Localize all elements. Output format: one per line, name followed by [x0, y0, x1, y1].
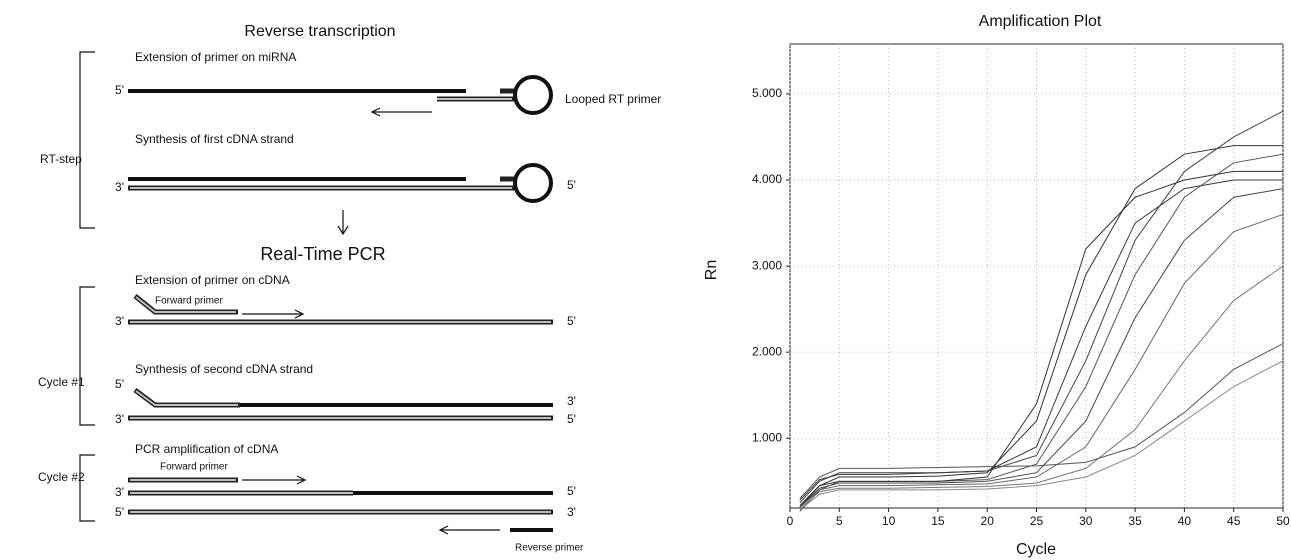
amplification-curve — [799, 265, 1284, 510]
x-tick-label: 20 — [981, 514, 995, 528]
strand — [135, 390, 238, 406]
arrow — [242, 475, 307, 485]
bracket — [79, 454, 95, 522]
amplification-curve — [799, 153, 1284, 512]
y-tick-label: 2.000 — [752, 344, 782, 358]
y-tick-label: 4.000 — [752, 172, 782, 186]
end-label: 3' — [115, 485, 124, 499]
amplification-curve — [799, 213, 1284, 508]
x-tick-label: 0 — [787, 514, 794, 528]
step-caption: Synthesis of second cDNA strand — [135, 362, 313, 376]
y-tick-label: 1.000 — [752, 430, 782, 444]
step-caption: Synthesis of first cDNA strand — [135, 132, 294, 146]
end-label: 3' — [567, 505, 576, 519]
bracket — [79, 51, 95, 229]
x-axis-label: Cycle — [1016, 541, 1056, 558]
end-label: 5' — [567, 484, 576, 498]
x-tick-label: 40 — [1178, 514, 1192, 528]
end-label: 5' — [567, 178, 576, 192]
end-label: 3' — [115, 314, 124, 328]
label: Reverse primer — [515, 543, 584, 554]
end-label: 5' — [115, 377, 124, 391]
x-tick-label: 50 — [1276, 514, 1290, 528]
amplification-curve — [799, 145, 1283, 508]
amplification-curve — [799, 170, 1283, 506]
end-label: 3' — [115, 180, 124, 194]
step-caption: Extension of primer on miRNA — [135, 50, 296, 64]
end-label: 5' — [115, 505, 124, 519]
bracket-label: Cycle #1 — [38, 375, 85, 389]
end-label: 5' — [567, 412, 576, 426]
y-axis-label: Rn — [703, 260, 720, 280]
x-tick-label: 15 — [931, 514, 945, 528]
arrow — [337, 210, 349, 236]
amplification-curve — [799, 360, 1284, 511]
step-caption: PCR amplification of cDNA — [135, 442, 278, 456]
x-tick-label: 35 — [1128, 514, 1142, 528]
x-tick-label: 10 — [882, 514, 896, 528]
y-tick-label: 3.000 — [752, 258, 782, 272]
end-label: 3' — [567, 394, 576, 408]
loop — [513, 163, 553, 203]
section-title: Real-Time PCR — [260, 244, 385, 264]
amplification-curve — [799, 188, 1284, 508]
arrow — [242, 309, 305, 319]
x-tick-label: 5 — [836, 514, 843, 528]
arrow — [438, 525, 500, 535]
diagram-title: Reverse transcription — [244, 23, 395, 40]
label: Looped RT primer — [565, 92, 661, 106]
amplification-curve — [799, 343, 1284, 499]
label: Forward primer — [160, 462, 228, 473]
chart-title: Amplification Plot — [979, 13, 1102, 30]
step-caption: Extension of primer on cDNA — [135, 273, 290, 287]
x-tick-label: 30 — [1079, 514, 1093, 528]
primer — [135, 296, 236, 313]
label: Forward primer — [155, 296, 223, 307]
x-tick-label: 25 — [1030, 514, 1044, 528]
y-tick-label: 5.000 — [752, 86, 782, 100]
bracket — [79, 286, 95, 426]
chart: Amplification Plot Rn Cycle 1.000 2.000 3.… — [703, 13, 1290, 558]
amplification-curve — [799, 110, 1284, 504]
x-tick-label: 45 — [1227, 514, 1241, 528]
loop — [513, 75, 553, 115]
diagram: Reverse transcription RT-step Cycle #1 C… — [38, 23, 661, 553]
arrow — [370, 107, 432, 117]
end-label: 5' — [115, 83, 124, 97]
amplification-curve — [799, 179, 1283, 501]
end-label: 3' — [115, 412, 124, 426]
bracket-label: RT-step — [40, 152, 82, 166]
end-label: 5' — [567, 314, 576, 328]
bracket-label: Cycle #2 — [38, 470, 85, 484]
